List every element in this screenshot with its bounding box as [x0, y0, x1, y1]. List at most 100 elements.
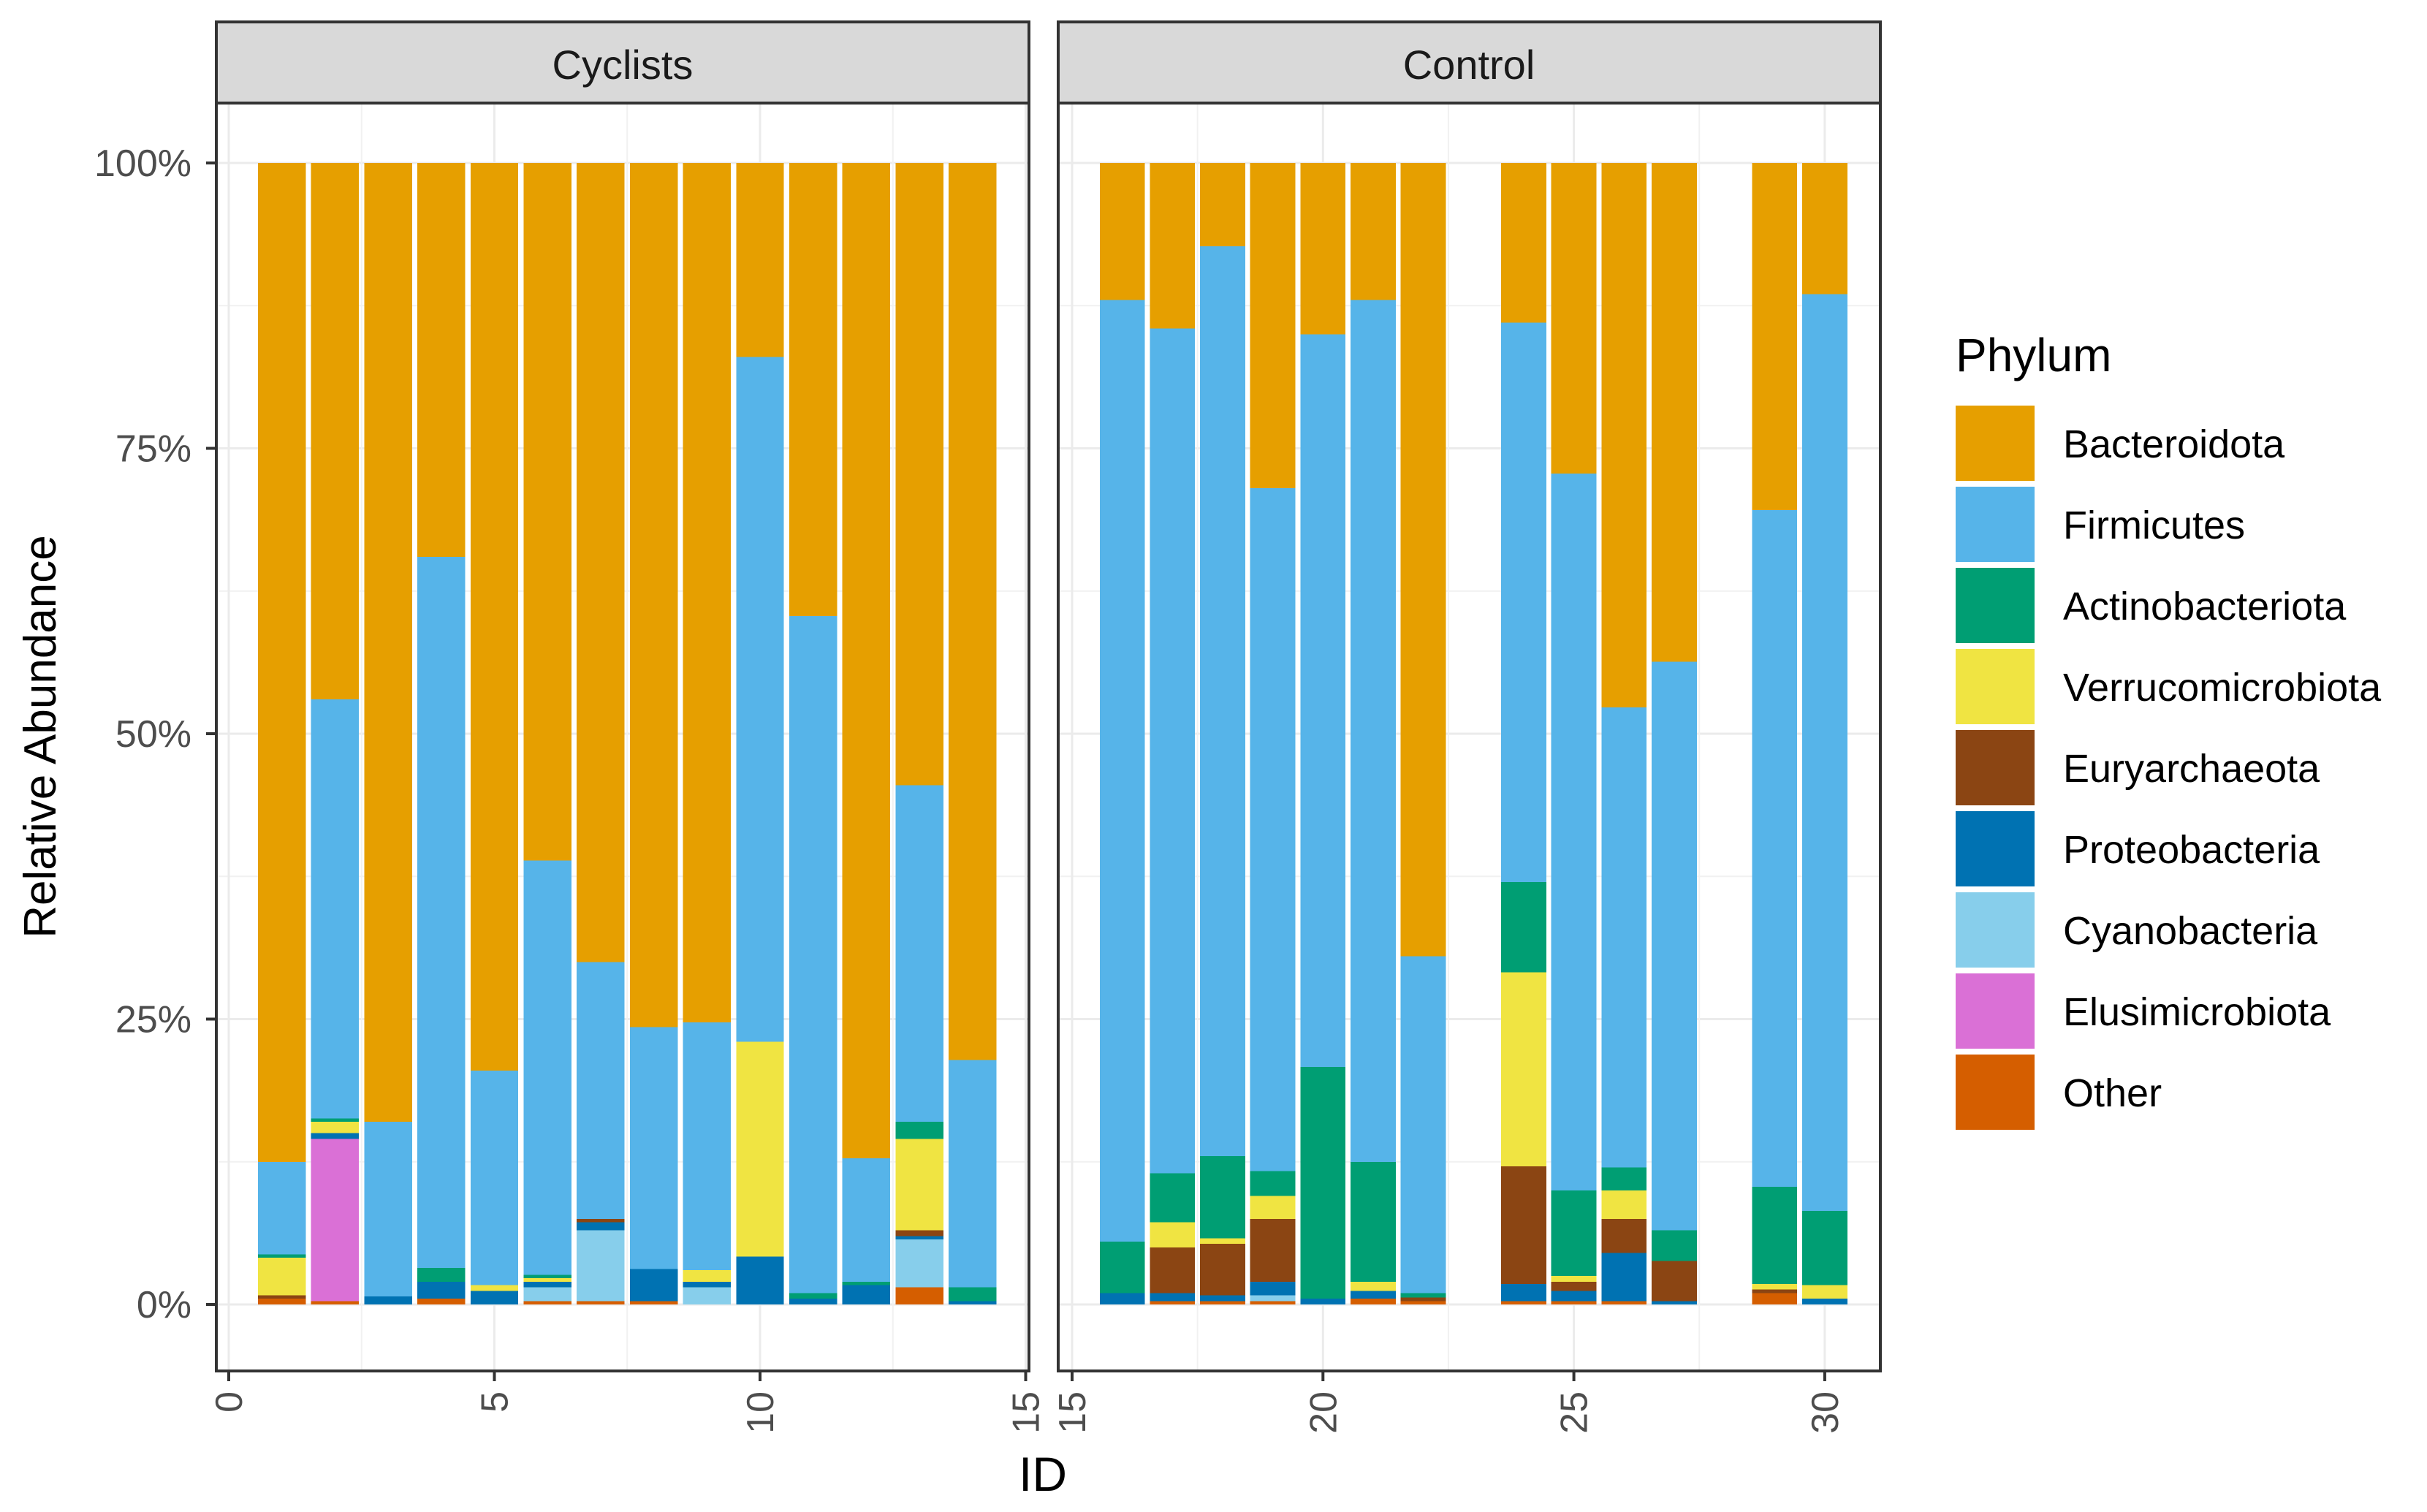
bars-cyclists [257, 163, 997, 1304]
bar-segment-actinobacteriota [523, 1274, 571, 1279]
bar-segment-firmicutes [1150, 328, 1196, 1174]
bar-segment-proteobacteria [1200, 1295, 1245, 1302]
bar-id-13 [895, 163, 943, 1304]
bar-id-26 [1601, 163, 1647, 1304]
x-axis-title: ID [1019, 1447, 1067, 1501]
panel-cyclists: Cyclists 0 5 10 15 [208, 20, 1048, 1434]
bar-segment-actinobacteriota [842, 1281, 891, 1285]
bar-segment-firmicutes [1200, 246, 1245, 1156]
bar-segment-actinobacteriota [1802, 1210, 1847, 1285]
bar-segment-proteobacteria [1099, 1293, 1145, 1304]
panel-strip-cyclists [215, 20, 1030, 105]
bar-segment-verrucomicrobiota [895, 1139, 943, 1231]
bar-segment-actinobacteriota [1752, 1187, 1798, 1284]
x-tick-label: 30 [1804, 1391, 1847, 1434]
y-tick-label: 50% [115, 713, 191, 756]
bar-segment-euryarchaeota [895, 1230, 943, 1236]
bar-id-10 [736, 163, 784, 1304]
y-tick-label: 25% [115, 999, 191, 1041]
bar-segment-bacteroidota [1351, 163, 1396, 300]
legend-item-other: Other [1956, 1055, 2162, 1130]
bar-segment-euryarchaeota [257, 1295, 306, 1299]
bar-id-18 [1200, 163, 1245, 1304]
legend-key [1956, 649, 2035, 724]
bar-segment-actinobacteriota [1250, 1171, 1296, 1196]
bar-id-21 [1351, 163, 1396, 1304]
legend-label: Other [2063, 1071, 2162, 1115]
bar-id-16 [1099, 163, 1145, 1304]
bar-id-24 [1501, 163, 1546, 1304]
legend-key [1956, 487, 2035, 562]
legend-item-firmicutes: Firmicutes [1956, 487, 2245, 562]
bar-segment-actinobacteriota [789, 1293, 838, 1299]
legend-key [1956, 730, 2035, 805]
bar-segment-bacteroidota [1501, 163, 1546, 323]
bar-segment-bacteroidota [1150, 163, 1196, 329]
bar-segment-proteobacteria [1150, 1293, 1196, 1302]
bar-segment-euryarchaeota [1400, 1297, 1446, 1302]
x-tick-label: 25 [1554, 1391, 1596, 1434]
bar-segment-bacteroidota [257, 163, 306, 1162]
bar-id-22 [1400, 163, 1446, 1304]
bar-segment-proteobacteria [1652, 1301, 1697, 1304]
legend-label: Actinobacteriota [2063, 585, 2347, 628]
legend-key [1956, 811, 2035, 886]
y-tick-label: 100% [94, 143, 191, 185]
bar-segment-proteobacteria [523, 1281, 571, 1288]
bar-segment-other [1400, 1301, 1446, 1304]
bar-id-4 [417, 163, 466, 1304]
x-tick-label: 15 [1006, 1391, 1048, 1434]
bar-segment-actinobacteriota [1601, 1167, 1647, 1190]
legend-item-verrucomicrobiota: Verrucomicrobiota [1956, 649, 2382, 724]
bar-segment-other [577, 1301, 625, 1304]
bar-segment-proteobacteria [1351, 1291, 1396, 1299]
bar-segment-verrucomicrobiota [1250, 1196, 1296, 1219]
bar-segment-euryarchaeota [577, 1218, 625, 1223]
bar-segment-bacteroidota [417, 163, 466, 557]
legend-key [1956, 973, 2035, 1049]
legend-label: Cyanobacteria [2063, 909, 2318, 953]
legend-label: Bacteroidota [2063, 422, 2285, 466]
bar-segment-verrucomicrobiota [523, 1278, 571, 1282]
bar-segment-other [1200, 1301, 1245, 1304]
bar-segment-firmicutes [949, 1060, 997, 1288]
bar-segment-bacteroidota [1250, 163, 1296, 489]
bar-segment-firmicutes [683, 1022, 732, 1271]
y-axis-title: Relative Abundance [15, 535, 66, 938]
bar-segment-bacteroidota [523, 163, 571, 861]
bar-segment-proteobacteria [789, 1299, 838, 1304]
bar-segment-other [1551, 1301, 1597, 1304]
bar-segment-actinobacteriota [1150, 1173, 1196, 1223]
bar-segment-proteobacteria [1551, 1291, 1597, 1302]
bar-segment-verrucomicrobiota [257, 1257, 306, 1296]
bar-segment-actinobacteriota [895, 1122, 943, 1139]
bar-id-27 [1652, 163, 1697, 1304]
bar-segment-firmicutes [1501, 322, 1546, 883]
legend-key [1956, 1055, 2035, 1130]
bar-id-5 [470, 163, 519, 1304]
bar-id-12 [842, 163, 891, 1304]
bar-segment-firmicutes [736, 357, 784, 1042]
bar-segment-proteobacteria [842, 1285, 891, 1304]
x-ticks-control: 15 20 25 30 [1052, 1371, 1847, 1434]
bar-segment-verrucomicrobiota [1501, 972, 1546, 1166]
bar-segment-verrucomicrobiota [1752, 1283, 1798, 1290]
bar-segment-firmicutes [1752, 509, 1798, 1188]
bar-id-14 [949, 163, 997, 1304]
bar-segment-proteobacteria [683, 1281, 732, 1288]
bar-segment-actinobacteriota [949, 1287, 997, 1302]
bar-segment-cyanobacteria [523, 1287, 571, 1302]
bar-id-6 [523, 163, 571, 1304]
bar-segment-firmicutes [257, 1161, 306, 1255]
bar-segment-other [1250, 1301, 1296, 1304]
bar-segment-bacteroidota [470, 163, 519, 1071]
bar-segment-actinobacteriota [257, 1254, 306, 1258]
x-tick-label: 10 [740, 1391, 782, 1434]
bar-segment-bacteroidota [577, 163, 625, 962]
bar-id-9 [683, 163, 732, 1304]
bar-segment-verrucomicrobiota [1351, 1281, 1396, 1291]
bar-segment-firmicutes [1250, 488, 1296, 1171]
bar-id-2 [311, 163, 360, 1304]
bar-segment-other [311, 1301, 360, 1304]
